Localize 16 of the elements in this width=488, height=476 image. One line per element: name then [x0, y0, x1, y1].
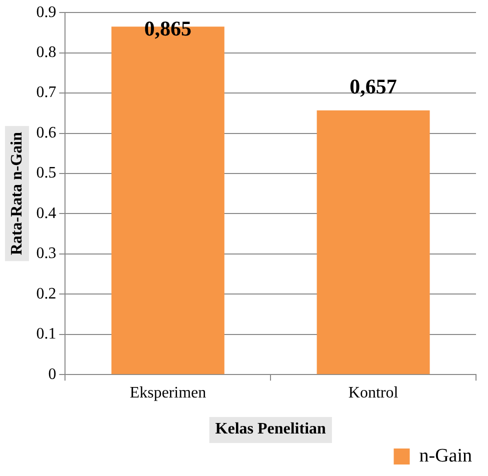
- y-tick-label: 0.7: [36, 84, 56, 102]
- y-tick-label: 0: [48, 366, 56, 383]
- x-tick-label: Eksperimen: [130, 384, 206, 402]
- y-tick-label: 0.4: [36, 204, 56, 222]
- y-tick-label: 0.9: [36, 4, 56, 21]
- x-tick-label: Kontrol: [348, 384, 399, 402]
- x-axis-title: Kelas Penelitian: [215, 420, 326, 438]
- y-tick-label: 0.8: [36, 44, 56, 62]
- data-label: 0,657: [350, 74, 397, 98]
- y-tick-label: 0.3: [36, 245, 56, 262]
- y-tick-label: 0.1: [36, 326, 56, 343]
- y-tick-label: 0.2: [36, 285, 56, 302]
- y-axis-title: Rata-Rata n-Gain: [8, 132, 26, 256]
- legend-label: n-Gain: [419, 445, 472, 466]
- y-tick-label: 0.6: [36, 124, 56, 142]
- y-tick-label: 0.5: [36, 164, 56, 182]
